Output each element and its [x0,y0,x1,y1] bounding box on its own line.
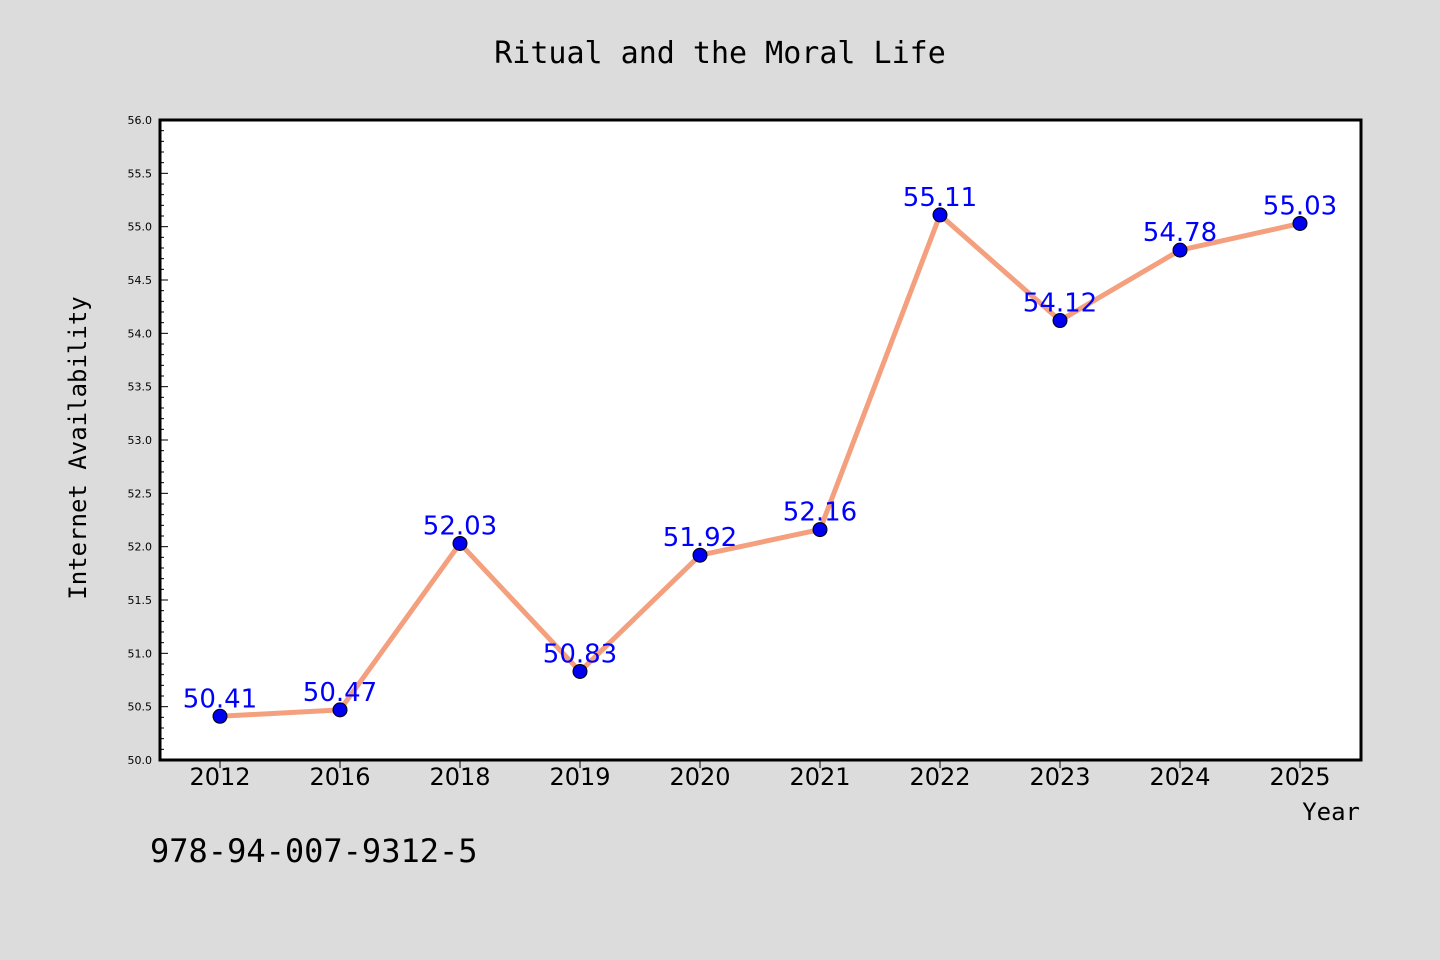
y-tick-label: 52.0 [128,541,153,554]
y-tick-label: 51.5 [128,594,153,607]
data-labels: 50.41 50.47 52.03 50.83 51.92 52.16 55.11 54.12… [183,183,1337,714]
y-tick-label: 50.0 [128,754,153,767]
data-markers [212,207,1308,724]
data-point [932,207,948,223]
y-tick-label: 53.5 [128,381,153,394]
x-tick-label: 2019 [549,763,610,791]
data-point [692,547,708,563]
x-tick-label: 2025 [1269,763,1330,791]
data-label: 50.41 [183,684,257,714]
data-label: 54.78 [1143,218,1217,248]
data-point [1172,242,1188,258]
data-label: 52.16 [783,498,857,528]
data-point [1052,313,1068,329]
x-tick-label: 2018 [429,763,490,791]
isbn-text: 978-94-007-9312-5 [150,832,478,870]
data-label: 50.83 [543,639,617,669]
y-axis-label: Internet Availability [64,296,92,599]
data-label: 52.03 [423,511,497,541]
x-tick-label: 2021 [789,763,850,791]
x-tick-label: 2023 [1029,763,1090,791]
data-point [812,522,828,538]
series-line [217,212,1303,719]
y-tick-label: 54.0 [128,327,153,340]
data-label: 55.11 [903,183,977,213]
data-point [212,708,228,724]
chart-title: Ritual and the Moral Life [494,36,946,71]
data-point [452,535,468,551]
data-point [332,702,348,718]
data-label: 54.12 [1023,289,1097,319]
x-axis-label: Year [1302,798,1360,826]
y-tick-label: 51.0 [128,647,153,660]
data-label: 55.03 [1263,191,1337,221]
y-tick-label: 52.5 [128,487,153,500]
x-tick-label: 2016 [309,763,370,791]
x-tick-label: 2022 [909,763,970,791]
x-tick-label: 2012 [189,763,250,791]
data-label: 51.92 [663,523,737,553]
x-tick-label: 2020 [669,763,730,791]
y-tick-label: 50.5 [128,701,153,714]
data-label: 50.47 [303,678,377,708]
axis-ticks: 50.0 50.5 51.0 51.5 52.0 52.5 53.0 53.5 54.0 54.5… [128,114,1331,791]
y-tick-label: 55.5 [128,167,153,180]
y-tick-label: 55.0 [128,221,153,234]
y-tick-label: 54.5 [128,274,153,287]
data-point [1292,215,1308,231]
y-tick-label: 56.0 [128,114,153,127]
plot-area [158,118,1363,762]
y-tick-label: 53.0 [128,434,153,447]
x-tick-label: 2024 [1149,763,1210,791]
data-point [572,663,588,679]
